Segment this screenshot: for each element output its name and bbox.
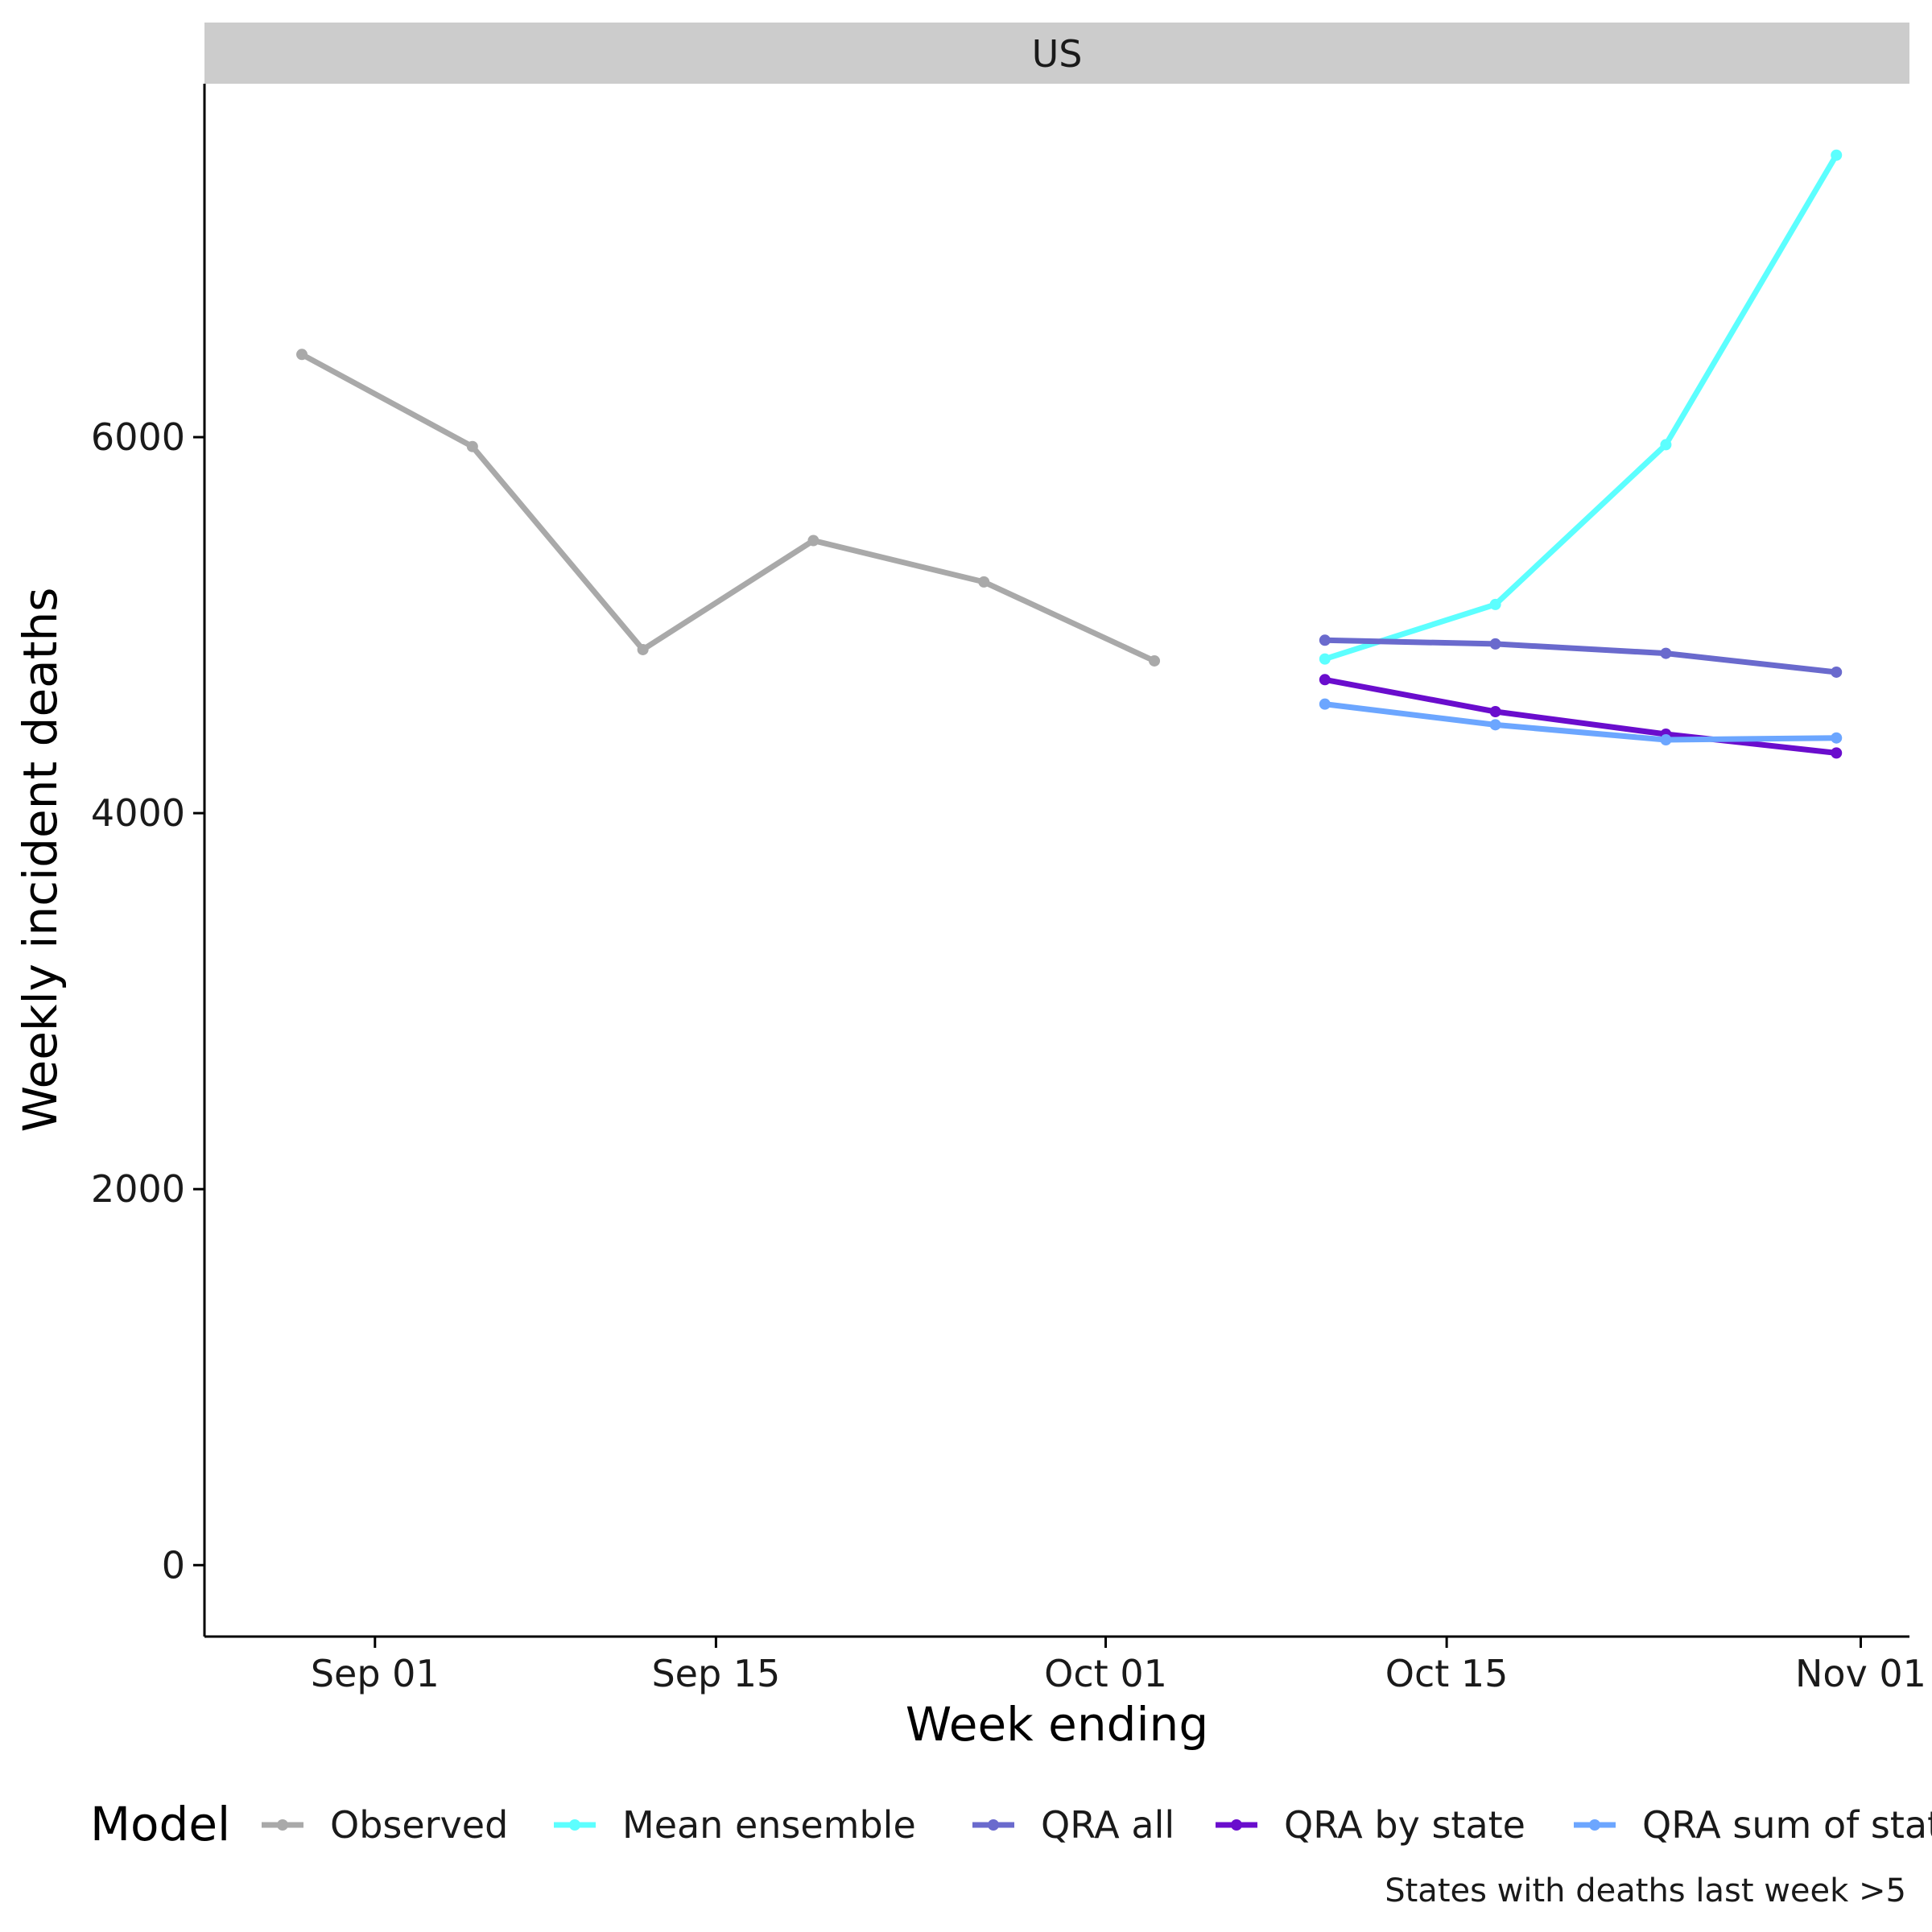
legend-title: Model [90, 1797, 230, 1852]
data-point-observed [1149, 654, 1161, 667]
data-point-mean-ensemble [1831, 149, 1843, 161]
legend-key-point [1589, 1819, 1600, 1831]
data-point-qra-sum-of-states [1831, 732, 1843, 744]
legend-key-point [569, 1819, 580, 1831]
caption: States with deaths last week >5 [1385, 1872, 1906, 1909]
data-point-qra-by-state [1489, 706, 1501, 718]
series-qra-all [1319, 634, 1843, 678]
series-line-qra-sum-of-states [1322, 701, 1839, 743]
legend-item-qra-by-state: QRA by state [1216, 1803, 1525, 1847]
legend-key-point [988, 1819, 999, 1831]
series-layer [296, 149, 1843, 759]
x-tick-label: Oct 15 [1385, 1652, 1509, 1695]
series-line-mean-ensemble [1322, 152, 1839, 663]
x-tick-label: Oct 01 [1044, 1652, 1167, 1695]
series-mean-ensemble [1319, 149, 1843, 665]
data-point-mean-ensemble [1319, 653, 1331, 665]
y-tick-label: 4000 [91, 791, 185, 835]
data-point-observed [466, 440, 478, 452]
y-axis-title: Weekly incident deaths [13, 588, 68, 1133]
y-tick-label: 2000 [91, 1167, 185, 1211]
data-point-qra-by-state [1319, 674, 1331, 686]
legend-item-mean-ensemble: Mean ensemble [554, 1803, 916, 1847]
legend-label: Observed [330, 1803, 508, 1847]
x-tick-label: Sep 15 [651, 1652, 780, 1695]
x-axis-ticks: Sep 01 Sep 15 Oct 01 Oct 15 Nov 01 [311, 1637, 1926, 1695]
series-observed [296, 349, 1161, 667]
legend-item-qra-all: QRA all [972, 1803, 1174, 1847]
data-point-qra-sum-of-states [1489, 719, 1501, 731]
facet-label: US [1032, 32, 1083, 76]
data-point-observed [978, 576, 990, 588]
data-point-qra-sum-of-states [1660, 734, 1672, 746]
data-point-qra-by-state [1831, 747, 1843, 759]
x-axis-title: Week ending [906, 1697, 1208, 1752]
data-point-mean-ensemble [1660, 439, 1672, 451]
legend-label: QRA by state [1284, 1803, 1525, 1847]
legend-key-point [1231, 1819, 1242, 1831]
legend: Observed Mean ensemble QRA all QRA by state… [262, 1803, 1932, 1847]
data-point-mean-ensemble [1489, 598, 1501, 610]
data-point-observed [296, 349, 308, 361]
y-axis-ticks: 0 2000 4000 6000 [91, 415, 204, 1587]
y-tick-label: 0 [162, 1543, 185, 1587]
series-line-qra-all [1322, 637, 1839, 675]
series-qra-sum-of-states [1319, 698, 1843, 746]
series-line-qra-by-state [1322, 676, 1839, 756]
legend-item-observed: Observed [262, 1803, 508, 1847]
x-tick-label: Sep 01 [311, 1652, 440, 1695]
legend-key-point [277, 1819, 288, 1831]
legend-label: QRA all [1041, 1803, 1174, 1847]
data-point-qra-all [1489, 638, 1501, 650]
y-tick-label: 6000 [91, 415, 185, 459]
legend-item-qra-sum-of-states: QRA sum of states [1574, 1803, 1932, 1847]
series-line-observed [299, 351, 1158, 664]
data-point-observed [637, 643, 649, 655]
data-point-qra-all [1831, 666, 1843, 678]
data-point-qra-all [1319, 634, 1331, 646]
facet-strip [204, 23, 1909, 84]
data-point-qra-sum-of-states [1319, 698, 1331, 710]
data-point-qra-all [1660, 647, 1672, 659]
x-tick-label: Nov 01 [1795, 1652, 1926, 1695]
data-point-observed [807, 535, 819, 547]
legend-label: QRA sum of states [1642, 1803, 1932, 1847]
legend-label: Mean ensemble [622, 1803, 916, 1847]
